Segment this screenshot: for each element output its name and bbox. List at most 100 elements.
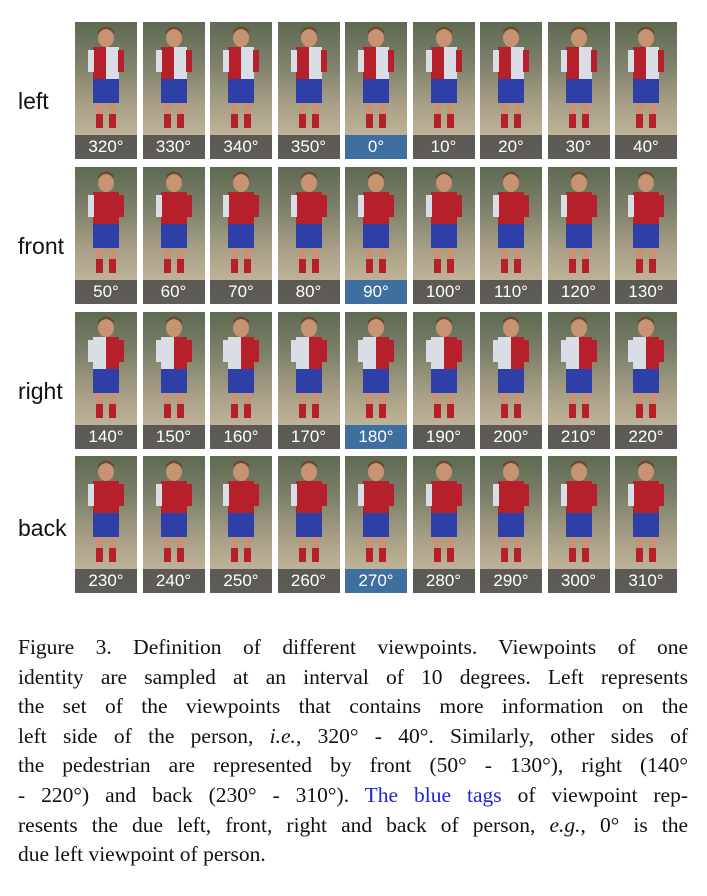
viewpoint-cell: 250° [210,456,272,593]
viewpoint-tag: 70° [210,280,272,304]
viewpoint-cell: 210° [547,312,610,449]
pedestrian-image [425,460,462,562]
viewpoint-tag: 290° [480,569,542,593]
viewpoint-cell: 10° [412,22,475,159]
viewpoint-cell: 90° [345,167,407,304]
viewpoint-tag: 100° [412,280,475,304]
pedestrian-image [560,171,597,273]
row-label-right: right [18,378,63,404]
row-label-back: back [18,515,67,541]
viewpoint-cell: 290° [480,456,542,593]
pedestrian-image [628,316,664,418]
pedestrian-image [155,26,192,128]
blue-tags-text: The blue tags [364,782,502,807]
viewpoint-cell: 110° [480,167,542,304]
viewpoint-cell: 220° [615,312,677,449]
caption-line: - 220°) and back (230° - 310°). The blue… [18,782,688,807]
viewpoint-tag: 240° [142,569,205,593]
pedestrian-image [358,316,394,418]
pedestrian-image [425,26,462,128]
pedestrian-image [223,460,259,562]
pedestrian-image [560,26,597,128]
pedestrian-image [223,26,259,128]
viewpoint-cell: 300° [547,456,610,593]
viewpoint-tag: 40° [615,135,677,159]
viewpoint-cell: 120° [547,167,610,304]
viewpoint-cell: 280° [412,456,475,593]
viewpoint-tag: 130° [615,280,677,304]
row-label-left: left [18,88,49,114]
pedestrian-image [493,460,529,562]
caption-line: the set of the viewpoints that contains … [18,694,688,719]
row-front: 50° 60° 70° 80° 90° 100° 110° 120° 130° [75,167,685,304]
pedestrian-image [358,26,394,128]
pedestrian-image [493,316,529,418]
viewpoint-tag: 110° [480,280,542,304]
viewpoint-tag: 20° [480,135,542,159]
row-back: 230° 240° 250° 260° 270° 280° 290° 300° 310° [75,456,685,593]
viewpoint-cell: 310° [615,456,677,593]
viewpoint-cell: 80° [277,167,340,304]
viewpoint-tag: 50° [75,280,137,304]
viewpoint-cell: 320° [75,22,137,159]
caption-eg: e.g. [549,812,581,837]
viewpoint-cell: 150° [142,312,205,449]
caption-line: left side of the person, i.e., 320° - 40… [18,723,688,748]
viewpoint-cell: 170° [277,312,340,449]
pedestrian-image [290,460,327,562]
viewpoint-cell: 60° [142,167,205,304]
viewpoint-tag: 260° [277,569,340,593]
viewpoint-cell: 270° [345,456,407,593]
viewpoint-cell: 70° [210,167,272,304]
pedestrian-image [493,26,529,128]
viewpoint-cell: 200° [480,312,542,449]
viewpoint-tag: 210° [547,425,610,449]
viewpoint-tag-blue: 0° [345,135,407,159]
viewpoint-tag: 310° [615,569,677,593]
pedestrian-image [290,171,327,273]
viewpoint-tag: 230° [75,569,137,593]
viewpoint-cell: 50° [75,167,137,304]
viewpoint-tag: 140° [75,425,137,449]
caption-line: identity are sampled at an interval of 1… [18,664,688,689]
pedestrian-image [290,26,327,128]
pedestrian-image [560,460,597,562]
viewpoint-cell: 100° [412,167,475,304]
viewpoint-tag: 190° [412,425,475,449]
pedestrian-image [628,26,664,128]
viewpoint-tag-blue: 270° [345,569,407,593]
row-label-front: front [18,233,65,259]
viewpoint-tag: 150° [142,425,205,449]
viewpoint-tag: 340° [210,135,272,159]
row-right: 140° 150° 160° 170° 180° 190° 200° 210° 220° [75,312,685,449]
viewpoint-tag: 160° [210,425,272,449]
pedestrian-image [88,460,124,562]
viewpoint-cell: 190° [412,312,475,449]
viewpoint-figure: left front right back 320° 330° 340° 350° 0°… [18,22,685,593]
viewpoint-tag: 280° [412,569,475,593]
figure-caption: Figure 3. Definition of different viewpo… [18,633,688,870]
pedestrian-image [425,171,462,273]
viewpoint-cell: 130° [615,167,677,304]
pedestrian-image [88,316,124,418]
viewpoint-cell: 330° [142,22,205,159]
viewpoint-cell: 350° [277,22,340,159]
viewpoint-tag: 60° [142,280,205,304]
pedestrian-image [628,460,664,562]
viewpoint-cell: 140° [75,312,137,449]
viewpoint-tag: 200° [480,425,542,449]
pedestrian-image [223,316,259,418]
pedestrian-image [358,460,394,562]
caption-ie: i.e. [269,723,296,748]
pedestrian-image [155,316,192,418]
pedestrian-image [358,171,394,273]
viewpoint-cell: 0° [345,22,407,159]
caption-line: resents the due left, front, right and b… [18,812,688,837]
pedestrian-image [425,316,462,418]
caption-line: Figure 3. Definition of different viewpo… [18,635,688,659]
viewpoint-tag: 170° [277,425,340,449]
caption-line: the pedestrian are represented by front … [18,753,688,778]
viewpoint-tag: 120° [547,280,610,304]
viewpoint-tag: 30° [547,135,610,159]
caption-line: due left viewpoint of person. [18,842,266,867]
